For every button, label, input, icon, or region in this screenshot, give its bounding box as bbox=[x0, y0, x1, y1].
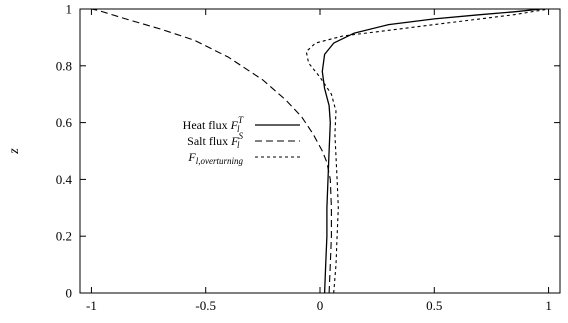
y-tick-label: 0.8 bbox=[56, 58, 72, 73]
x-tick-label: 1 bbox=[545, 298, 552, 313]
y-tick-label: 0.2 bbox=[56, 229, 72, 244]
x-tick-label: -1 bbox=[86, 298, 97, 313]
x-axis-ticks: -1 -0.5 0 0.5 1 bbox=[86, 9, 552, 313]
x-tick-label: 0.5 bbox=[426, 298, 442, 313]
series-line-0 bbox=[321, 8, 542, 294]
series-layer bbox=[91, 8, 549, 294]
y-tick-label: 0.6 bbox=[56, 115, 73, 130]
y-tick-label: 0 bbox=[66, 286, 73, 301]
plot-area-frame bbox=[79, 8, 561, 294]
y-tick-label: 1 bbox=[66, 2, 73, 17]
series-line-2 bbox=[305, 8, 549, 294]
series-line-1 bbox=[91, 8, 332, 294]
x-tick-label: 0 bbox=[317, 298, 324, 313]
x-tick-label: -0.5 bbox=[195, 298, 216, 313]
legend-label-2: Fl,overturning bbox=[187, 150, 243, 166]
y-tick-label: 0.4 bbox=[56, 172, 73, 187]
y-axis-ticks: 0 0.2 0.4 0.6 0.8 1 bbox=[56, 2, 560, 301]
y-axis-label: z bbox=[7, 148, 22, 155]
legend-label-1: Salt flux FS l bbox=[187, 131, 243, 150]
legend-label-0: Heat flux FT l bbox=[183, 115, 244, 134]
